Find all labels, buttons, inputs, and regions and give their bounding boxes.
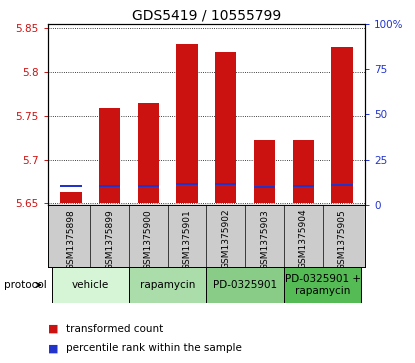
Text: GSM1375900: GSM1375900 [144, 209, 153, 270]
Text: GSM1375898: GSM1375898 [66, 209, 76, 270]
Bar [254, 185, 275, 188]
Bar [254, 140, 275, 203]
Text: percentile rank within the sample: percentile rank within the sample [66, 343, 242, 354]
Bar [293, 185, 314, 187]
Text: GSM1375902: GSM1375902 [221, 209, 230, 269]
Bar [60, 192, 82, 203]
Text: rapamycin: rapamycin [140, 280, 195, 290]
Text: PD-0325901: PD-0325901 [213, 280, 277, 290]
Text: GSM1375904: GSM1375904 [299, 209, 308, 269]
Bar [331, 184, 353, 186]
Bar [99, 185, 120, 187]
Text: GSM1375901: GSM1375901 [183, 209, 192, 270]
Text: GSM1375905: GSM1375905 [337, 209, 347, 270]
Bar [138, 103, 159, 203]
Title: GDS5419 / 10555799: GDS5419 / 10555799 [132, 8, 281, 23]
Bar [215, 183, 237, 185]
Bar [284, 267, 361, 303]
Text: PD-0325901 +
rapamycin: PD-0325901 + rapamycin [285, 274, 361, 296]
Bar [176, 183, 198, 185]
Bar [99, 108, 120, 203]
Bar [207, 267, 284, 303]
Text: protocol: protocol [4, 280, 47, 290]
Bar [293, 140, 314, 203]
Bar [176, 44, 198, 203]
Bar [331, 47, 353, 203]
Text: ■: ■ [48, 323, 58, 334]
Bar [138, 185, 159, 187]
Text: ■: ■ [48, 343, 58, 354]
Bar [60, 185, 82, 187]
Bar [129, 267, 207, 303]
Text: GSM1375899: GSM1375899 [105, 209, 114, 270]
Text: transformed count: transformed count [66, 323, 164, 334]
Text: GSM1375903: GSM1375903 [260, 209, 269, 270]
Bar [215, 52, 237, 203]
Text: vehicle: vehicle [72, 280, 109, 290]
Bar [51, 267, 129, 303]
